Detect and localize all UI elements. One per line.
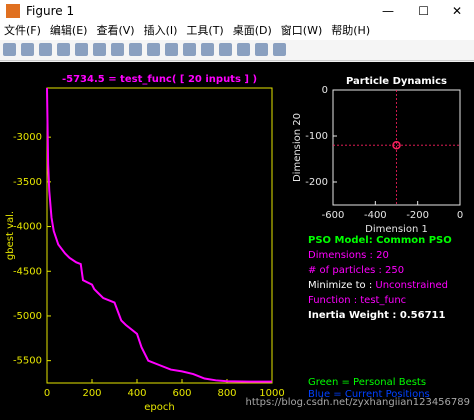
tool[interactable] — [111, 43, 124, 56]
x-tick-label: -400 — [364, 210, 387, 221]
y-tick-label: -5500 — [13, 356, 42, 367]
tool[interactable] — [201, 43, 214, 56]
y-axis-label: Dimension 20 — [292, 113, 303, 182]
menu-bar: 文件(F) 编辑(E) 查看(V) 插入(I) 工具(T) 桌面(D) 窗口(W) 帮助(H) — [0, 22, 474, 40]
menu-item[interactable]: 编辑(E) — [49, 24, 88, 37]
info-text: Inertia Weight : 0.56711 — [308, 310, 445, 321]
point — [392, 140, 401, 150]
y-tick-label: -3500 — [13, 177, 42, 188]
menu-item[interactable]: 帮助(H) — [331, 24, 371, 37]
x-tick-label: 400 — [127, 388, 146, 399]
y-tick-label: -3000 — [13, 132, 42, 143]
y-tick-label: 0 — [322, 85, 328, 96]
chart-title: -5734.5 = test_func( [ 20 inputs ] ) — [62, 74, 257, 85]
watermark: https://blog.csdn.net/zyxhangiian1234567… — [246, 397, 471, 408]
title-bar: Figure 1 — ☐ ✕ — [0, 0, 474, 22]
info-line: # of particles : 250 — [308, 265, 404, 276]
x-tick-label: 1000 — [259, 388, 284, 399]
info-value: Unconstrained — [375, 280, 448, 291]
y-tick-label: -5000 — [13, 311, 42, 322]
info-line: Minimize to : Unconstrained — [308, 280, 448, 291]
menu-item[interactable]: 窗口(W) — [280, 24, 323, 37]
y-axis-label: gbest val. — [5, 211, 16, 260]
y-tick-label: -4500 — [13, 266, 42, 277]
menu-item[interactable]: 桌面(D) — [232, 24, 272, 37]
chart-title: Particle Dynamics — [346, 76, 447, 87]
menu-item[interactable]: 文件(F) — [4, 24, 41, 37]
menu-item[interactable]: 查看(V) — [96, 24, 135, 37]
tool[interactable] — [165, 43, 178, 56]
info-text: Function : test_func — [308, 295, 406, 306]
x-axis-label: Dimension 1 — [365, 224, 428, 235]
info-text: PSO Model: Common PSO — [308, 235, 452, 246]
app-icon — [6, 4, 20, 18]
x-tick-label: 600 — [172, 388, 191, 399]
y-tick-label: -4000 — [13, 222, 42, 233]
x-tick-label: 200 — [82, 388, 101, 399]
tool[interactable] — [183, 43, 196, 56]
x-tick-label: 800 — [217, 388, 236, 399]
tool[interactable] — [255, 43, 268, 56]
x-axis-label: epoch — [144, 402, 174, 413]
y-tick-label: -100 — [305, 131, 328, 142]
toolbar — [0, 40, 474, 61]
tool[interactable] — [39, 43, 52, 56]
tool[interactable] — [75, 43, 88, 56]
x-tick-label: -600 — [322, 210, 345, 221]
menu-item[interactable]: 工具(T) — [186, 24, 224, 37]
tool[interactable] — [273, 43, 286, 56]
info-line: Inertia Weight : 0.56711 — [308, 310, 445, 321]
tool[interactable] — [147, 43, 160, 56]
minimize[interactable]: — — [382, 4, 394, 18]
legend-note: Blue = Current Positions — [308, 389, 430, 400]
axes-box — [46, 87, 273, 384]
legend-note: Green = Personal Bests — [308, 377, 426, 388]
info-text: Minimize to : — [308, 280, 375, 291]
x-tick-label: 0 — [457, 210, 463, 221]
tool[interactable] — [3, 43, 16, 56]
info-text: Dimensions : 20 — [308, 250, 389, 261]
info-line: Dimensions : 20 — [308, 250, 389, 261]
tool[interactable] — [21, 43, 34, 56]
x-tick-label: -200 — [406, 210, 429, 221]
maximize[interactable]: ☐ — [418, 4, 429, 18]
info-line: Function : test_func — [308, 295, 406, 306]
y-tick-label: -200 — [305, 177, 328, 188]
info-text: # of particles : 250 — [308, 265, 404, 276]
tool[interactable] — [219, 43, 232, 56]
close[interactable]: ✕ — [451, 4, 462, 18]
menu-item[interactable]: 插入(I) — [143, 24, 178, 37]
data-line — [46, 87, 273, 383]
figure-bg — [0, 62, 474, 420]
window-title: Figure 1 — [26, 4, 75, 18]
tool[interactable] — [57, 43, 70, 56]
tool[interactable] — [93, 43, 106, 56]
info-line: PSO Model: Common PSO — [308, 235, 452, 246]
figure: 0 200 400 600 800 1000-3000-3500-4000-4500-50… — [0, 62, 474, 420]
tool[interactable] — [237, 43, 250, 56]
x-tick-label: 0 — [44, 388, 50, 399]
tool[interactable] — [129, 43, 142, 56]
